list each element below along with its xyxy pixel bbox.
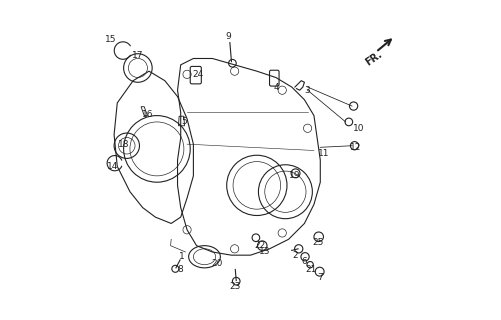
Text: 4: 4	[273, 83, 279, 92]
Text: 19: 19	[289, 172, 301, 180]
Text: 21: 21	[305, 265, 317, 274]
Text: 16: 16	[142, 109, 153, 118]
Text: 23: 23	[229, 282, 240, 292]
Text: 11: 11	[318, 149, 329, 158]
Text: 22: 22	[255, 241, 266, 250]
Text: 13: 13	[259, 247, 271, 257]
Text: 8: 8	[178, 265, 183, 274]
Text: 10: 10	[353, 124, 364, 133]
Text: 20: 20	[211, 259, 223, 268]
Text: 2: 2	[292, 251, 298, 260]
Text: 7: 7	[318, 273, 323, 282]
Text: 9: 9	[225, 32, 231, 41]
Text: 24: 24	[192, 70, 204, 79]
Text: 15: 15	[105, 35, 117, 44]
Text: 6: 6	[302, 257, 307, 266]
Text: 14: 14	[107, 162, 118, 171]
Text: 1: 1	[179, 252, 185, 261]
Text: 18: 18	[118, 140, 129, 148]
Text: 5: 5	[181, 117, 187, 126]
Text: 17: 17	[132, 51, 144, 60]
Text: 12: 12	[350, 143, 361, 152]
Text: 3: 3	[305, 86, 311, 95]
Text: 25: 25	[312, 238, 324, 247]
Text: FR.: FR.	[364, 49, 384, 68]
